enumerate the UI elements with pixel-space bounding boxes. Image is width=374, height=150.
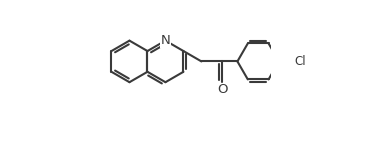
Text: Cl: Cl [294,55,306,68]
Text: N: N [160,34,170,47]
Text: O: O [217,83,227,96]
